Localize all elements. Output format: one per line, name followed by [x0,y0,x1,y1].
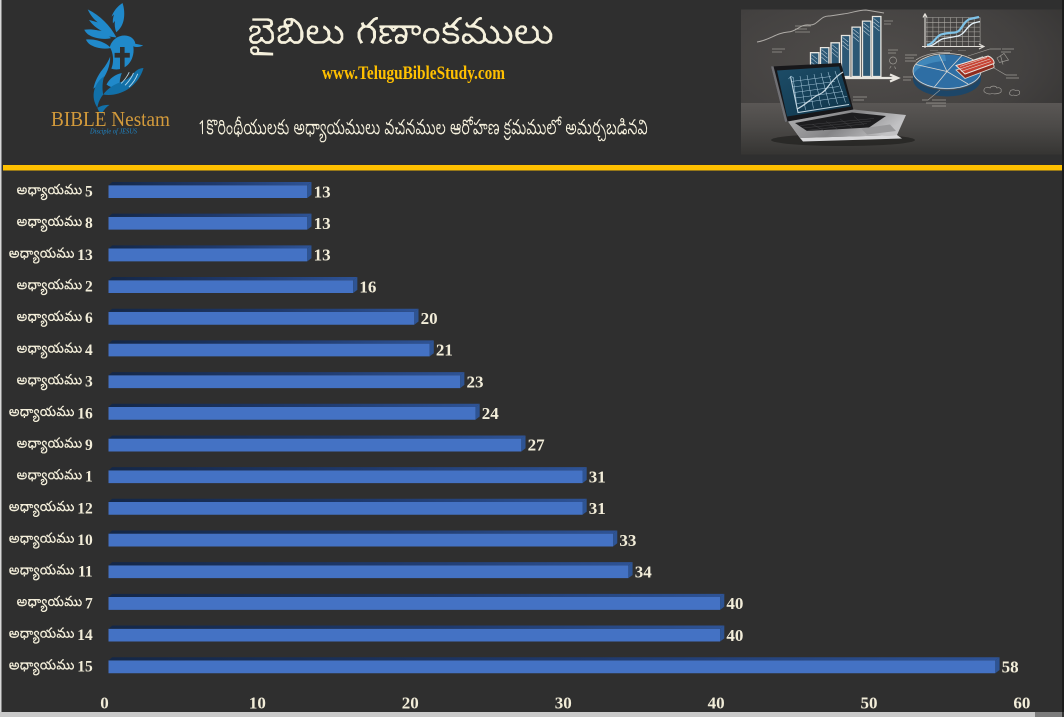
svg-text:40: 40 [708,694,725,713]
svg-text:2: 2 [85,279,93,296]
svg-text:60: 60 [1013,694,1030,713]
svg-text:13: 13 [314,182,331,201]
svg-text:40: 40 [726,594,743,613]
svg-text:30: 30 [555,694,572,713]
svg-text:13: 13 [314,214,331,233]
svg-text:16: 16 [77,405,93,422]
svg-text:1: 1 [85,469,93,486]
svg-text:7: 7 [85,595,93,612]
svg-text:www.TeluguBibleStudy.com: www.TeluguBibleStudy.com [322,63,505,84]
svg-text:40: 40 [726,626,743,645]
svg-text:20: 20 [402,694,419,713]
svg-text:27: 27 [528,436,546,455]
svg-text:BIBLE Nestam: BIBLE Nestam [51,107,170,131]
svg-text:4: 4 [85,342,93,359]
svg-text:50: 50 [861,694,878,713]
svg-text:5: 5 [85,184,93,201]
svg-text:33: 33 [619,531,636,550]
svg-text:12: 12 [77,500,93,517]
svg-text:16: 16 [359,277,376,296]
svg-text:11: 11 [78,564,93,581]
svg-text:34: 34 [635,563,653,582]
svg-text:31: 31 [589,467,606,486]
svg-text:0: 0 [100,694,109,713]
svg-text:23: 23 [467,372,484,391]
svg-text:21: 21 [436,341,453,360]
svg-text:6: 6 [85,310,93,327]
svg-text:13: 13 [77,247,93,264]
svg-text:Disciple of JESUS: Disciple of JESUS [89,128,137,136]
svg-text:8: 8 [85,215,93,232]
svg-text:3: 3 [85,374,93,391]
svg-text:10: 10 [249,694,266,713]
svg-text:58: 58 [1002,658,1019,677]
svg-text:9: 9 [85,437,93,454]
svg-text:31: 31 [589,499,606,518]
svg-text:20: 20 [421,309,438,328]
svg-text:10: 10 [77,532,93,549]
svg-text:24: 24 [482,404,500,423]
svg-text:14: 14 [77,627,93,644]
svg-text:13: 13 [314,246,331,265]
svg-text:15: 15 [77,659,93,676]
